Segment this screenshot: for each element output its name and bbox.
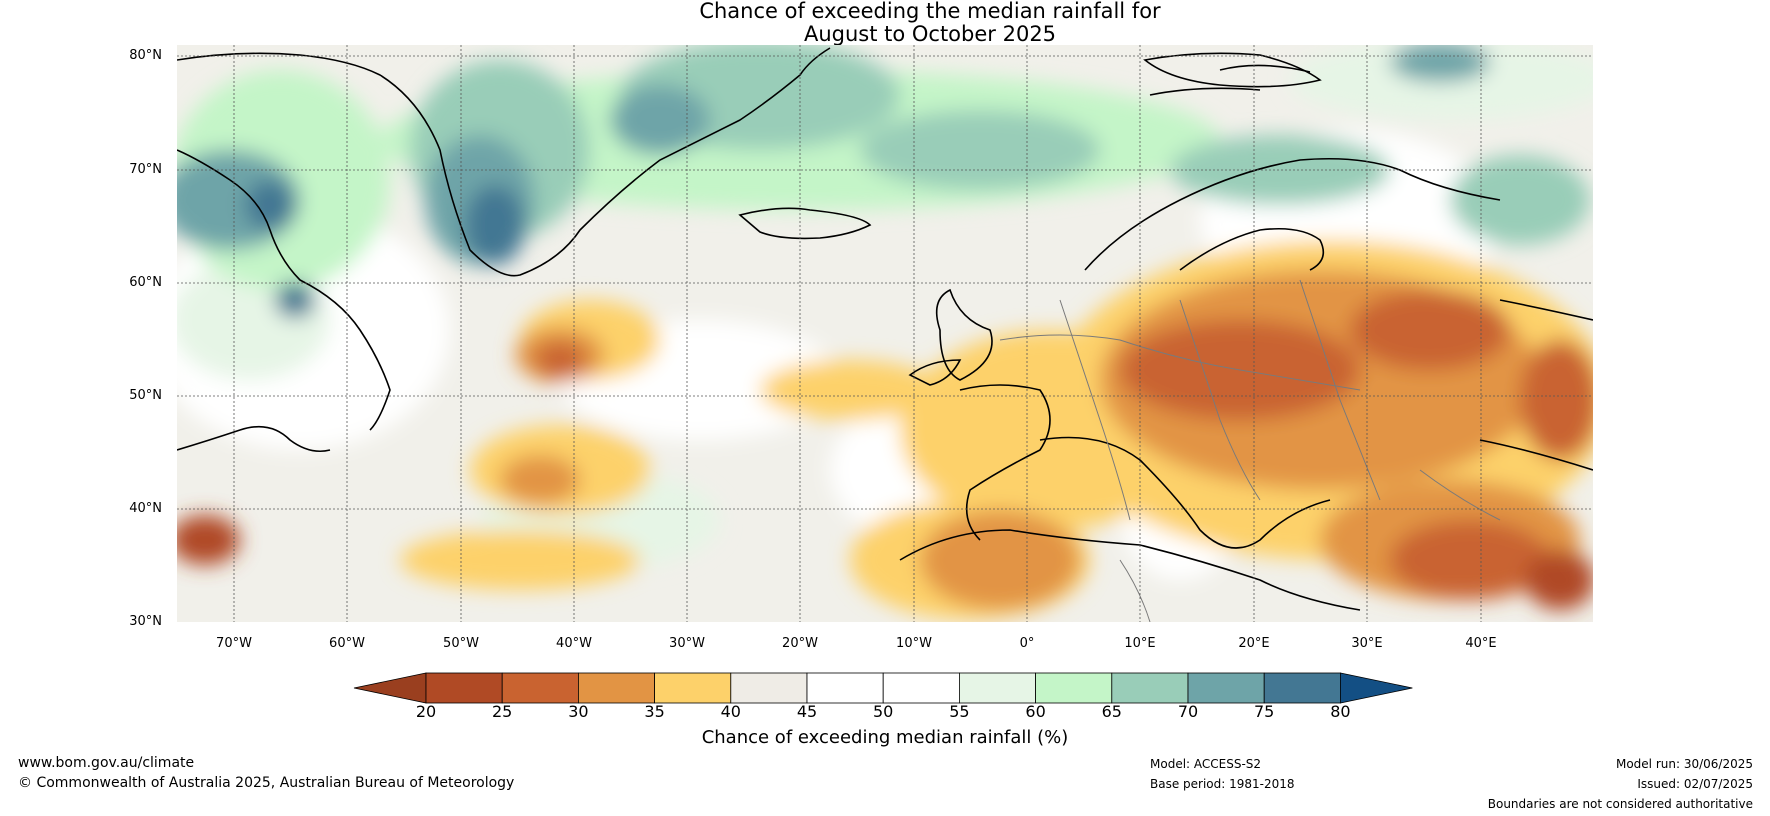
colorbar-cell: [425, 672, 503, 704]
lon-label-30e: 30°E: [1351, 636, 1383, 651]
base-period-text: Base period: 1981-2018: [1150, 777, 1295, 791]
map-title-line-2: August to October 2025: [803, 22, 1057, 46]
lon-label-50w: 50°W: [443, 636, 479, 651]
graticule: [177, 45, 1593, 622]
lat-label-70n: 70°N: [129, 162, 162, 177]
lat-label-50n: 50°N: [129, 388, 162, 403]
copyright-text: © Commonwealth of Australia 2025, Austra…: [18, 775, 515, 791]
model-text: Model: ACCESS-S2: [1150, 757, 1262, 771]
lon-label-0: 0°: [1019, 636, 1035, 651]
colorbar: [353, 672, 1413, 704]
colorbar-tick-label: 25: [492, 702, 513, 721]
colorbar-cell: [730, 672, 808, 704]
lon-label-10w: 10°W: [896, 636, 932, 651]
lat-label-40n: 40°N: [129, 501, 162, 516]
website-text: www.bom.gov.au/climate: [18, 755, 195, 771]
colorbar-tick-label: 80: [1330, 702, 1351, 721]
lon-label-40e: 40°E: [1465, 636, 1497, 651]
lat-label-80n: 80°N: [129, 48, 162, 63]
colorbar-cell: [1187, 672, 1265, 704]
colorbar-cell: [882, 672, 960, 704]
colorbar-tick-label: 20: [415, 702, 437, 721]
colorbar-tick-label: 45: [796, 702, 818, 721]
colorbar-tick-label: 30: [568, 702, 589, 721]
coastlines: [177, 47, 1593, 611]
colorbar-tick-label: 50: [873, 702, 894, 721]
lon-label-30w: 30°W: [669, 636, 705, 651]
lon-label-40w: 40°W: [556, 636, 592, 651]
lon-label-60w: 60°W: [329, 636, 365, 651]
colorbar-cell: [501, 672, 579, 704]
rainfall-anomaly-field: [177, 45, 1593, 620]
model-run-text: Model run: 30/06/2025: [1615, 757, 1753, 771]
colorbar-tick-label: 55: [949, 702, 970, 721]
colorbar-tick-label: 75: [1254, 702, 1275, 721]
colorbar-cell: [577, 672, 655, 704]
colorbar-cell: [959, 672, 1037, 704]
colorbar-cell: [1035, 672, 1113, 704]
lat-label-60n: 60°N: [129, 275, 162, 290]
colorbar-cell: [654, 672, 732, 704]
colorbar-extend-low: [353, 672, 427, 704]
map-title-line-1: Chance of exceeding the median rainfall …: [699, 0, 1161, 23]
disclaimer-text: Boundaries are not considered authoritat…: [1487, 797, 1753, 811]
colorbar-cell: [1111, 672, 1189, 704]
colorbar-label: Chance of exceeding median rainfall (%): [701, 727, 1069, 748]
colorbar-extend-high: [1340, 672, 1413, 704]
colorbar-tick-label: 40: [720, 702, 741, 721]
colorbar-tick-label: 35: [644, 702, 665, 721]
lat-label-30n: 30°N: [129, 614, 162, 629]
colorbar-cell: [806, 672, 884, 704]
lon-label-70w: 70°W: [216, 636, 252, 651]
colorbar-tick-label: 65: [1101, 702, 1122, 721]
lon-label-20e: 20°E: [1238, 636, 1270, 651]
colorbar-tick-label: 60: [1025, 702, 1046, 721]
country-borders: [999, 279, 1501, 622]
lon-label-20w: 20°W: [782, 636, 818, 651]
lon-label-10e: 10°E: [1124, 636, 1156, 651]
colorbar-cell: [1263, 672, 1341, 704]
issued-text: Issued: 02/07/2025: [1637, 777, 1753, 791]
colorbar-tick-label: 70: [1177, 702, 1199, 721]
